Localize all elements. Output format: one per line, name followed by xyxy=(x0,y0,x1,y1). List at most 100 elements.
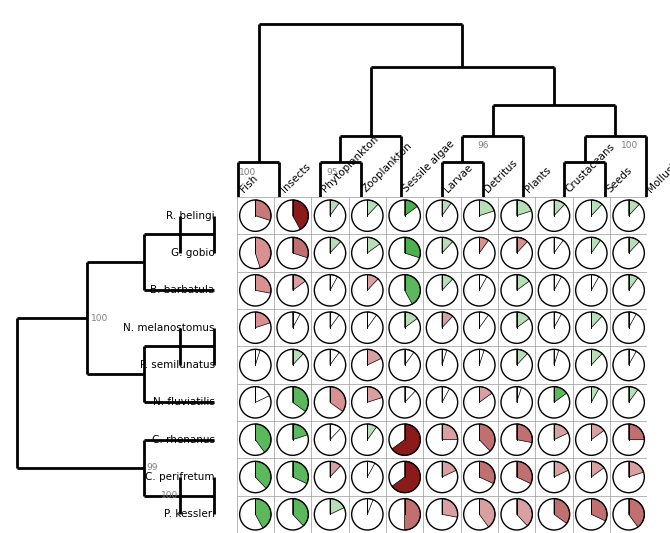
Circle shape xyxy=(501,274,533,306)
Circle shape xyxy=(389,499,420,530)
Wedge shape xyxy=(479,200,494,216)
Circle shape xyxy=(314,424,346,455)
Circle shape xyxy=(426,386,458,418)
Text: Mollusks: Mollusks xyxy=(646,156,670,195)
Circle shape xyxy=(538,424,570,455)
Wedge shape xyxy=(554,312,561,328)
Wedge shape xyxy=(442,386,450,402)
Wedge shape xyxy=(479,312,488,328)
Wedge shape xyxy=(628,200,639,216)
Circle shape xyxy=(576,424,607,455)
Wedge shape xyxy=(592,462,604,477)
Wedge shape xyxy=(554,386,567,402)
Circle shape xyxy=(240,386,271,418)
Wedge shape xyxy=(554,349,559,365)
Wedge shape xyxy=(554,424,568,440)
Circle shape xyxy=(538,200,570,231)
Text: Seeds: Seeds xyxy=(605,165,634,195)
Circle shape xyxy=(576,462,607,492)
Circle shape xyxy=(240,237,271,269)
Circle shape xyxy=(613,237,645,269)
Circle shape xyxy=(613,462,645,492)
Circle shape xyxy=(613,499,645,530)
Circle shape xyxy=(464,499,495,530)
Text: 100: 100 xyxy=(91,314,109,323)
Wedge shape xyxy=(367,424,377,440)
Circle shape xyxy=(613,200,645,231)
Wedge shape xyxy=(255,349,260,365)
Circle shape xyxy=(576,349,607,381)
Wedge shape xyxy=(628,349,636,365)
Wedge shape xyxy=(592,200,602,216)
Circle shape xyxy=(464,200,495,231)
Wedge shape xyxy=(405,274,420,304)
Wedge shape xyxy=(628,499,645,527)
Circle shape xyxy=(277,312,308,343)
Wedge shape xyxy=(442,349,447,365)
Text: Crustaceans: Crustaceans xyxy=(564,141,617,195)
Wedge shape xyxy=(293,462,308,483)
Circle shape xyxy=(501,424,533,455)
Circle shape xyxy=(314,274,346,306)
Wedge shape xyxy=(517,312,529,328)
Wedge shape xyxy=(517,349,527,365)
Text: Zooplankton: Zooplankton xyxy=(360,141,414,195)
Circle shape xyxy=(426,200,458,231)
Wedge shape xyxy=(517,424,533,442)
Circle shape xyxy=(352,349,383,381)
Circle shape xyxy=(240,462,271,492)
Text: 99: 99 xyxy=(146,463,157,472)
Text: 95: 95 xyxy=(327,168,338,177)
Text: Fish: Fish xyxy=(239,173,260,195)
Circle shape xyxy=(613,274,645,306)
Circle shape xyxy=(240,274,271,306)
Circle shape xyxy=(464,386,495,418)
Wedge shape xyxy=(293,424,308,440)
Circle shape xyxy=(352,499,383,530)
Circle shape xyxy=(277,237,308,269)
Wedge shape xyxy=(479,349,484,365)
Circle shape xyxy=(277,200,308,231)
Text: P. semilunatus: P. semilunatus xyxy=(139,360,214,370)
Wedge shape xyxy=(405,312,417,328)
Circle shape xyxy=(464,237,495,269)
Wedge shape xyxy=(479,424,495,451)
Wedge shape xyxy=(442,424,458,440)
Circle shape xyxy=(538,237,570,269)
Wedge shape xyxy=(517,386,521,402)
Circle shape xyxy=(538,349,570,381)
Wedge shape xyxy=(405,349,414,365)
Wedge shape xyxy=(628,237,639,253)
Wedge shape xyxy=(405,386,415,402)
Wedge shape xyxy=(554,237,563,253)
Circle shape xyxy=(501,462,533,492)
Wedge shape xyxy=(628,424,645,440)
Wedge shape xyxy=(442,462,456,477)
Circle shape xyxy=(464,424,495,455)
Text: 100: 100 xyxy=(161,491,178,500)
Circle shape xyxy=(389,386,420,418)
Wedge shape xyxy=(255,386,269,402)
Circle shape xyxy=(538,499,570,530)
Wedge shape xyxy=(517,237,527,253)
Circle shape xyxy=(426,274,458,306)
Circle shape xyxy=(538,386,570,418)
Wedge shape xyxy=(479,274,487,290)
Circle shape xyxy=(314,499,346,530)
Circle shape xyxy=(389,200,420,231)
Wedge shape xyxy=(392,424,420,455)
Wedge shape xyxy=(367,499,373,514)
Wedge shape xyxy=(293,200,308,229)
Wedge shape xyxy=(517,274,529,290)
Circle shape xyxy=(352,274,383,306)
Wedge shape xyxy=(442,237,453,253)
Wedge shape xyxy=(554,499,569,523)
Wedge shape xyxy=(255,274,271,293)
Text: P. kessleri: P. kessleri xyxy=(163,510,214,519)
Wedge shape xyxy=(592,349,602,365)
Circle shape xyxy=(613,424,645,455)
Wedge shape xyxy=(255,237,271,268)
Text: G. gobio: G. gobio xyxy=(171,248,214,258)
Wedge shape xyxy=(293,274,306,290)
Wedge shape xyxy=(255,462,271,488)
